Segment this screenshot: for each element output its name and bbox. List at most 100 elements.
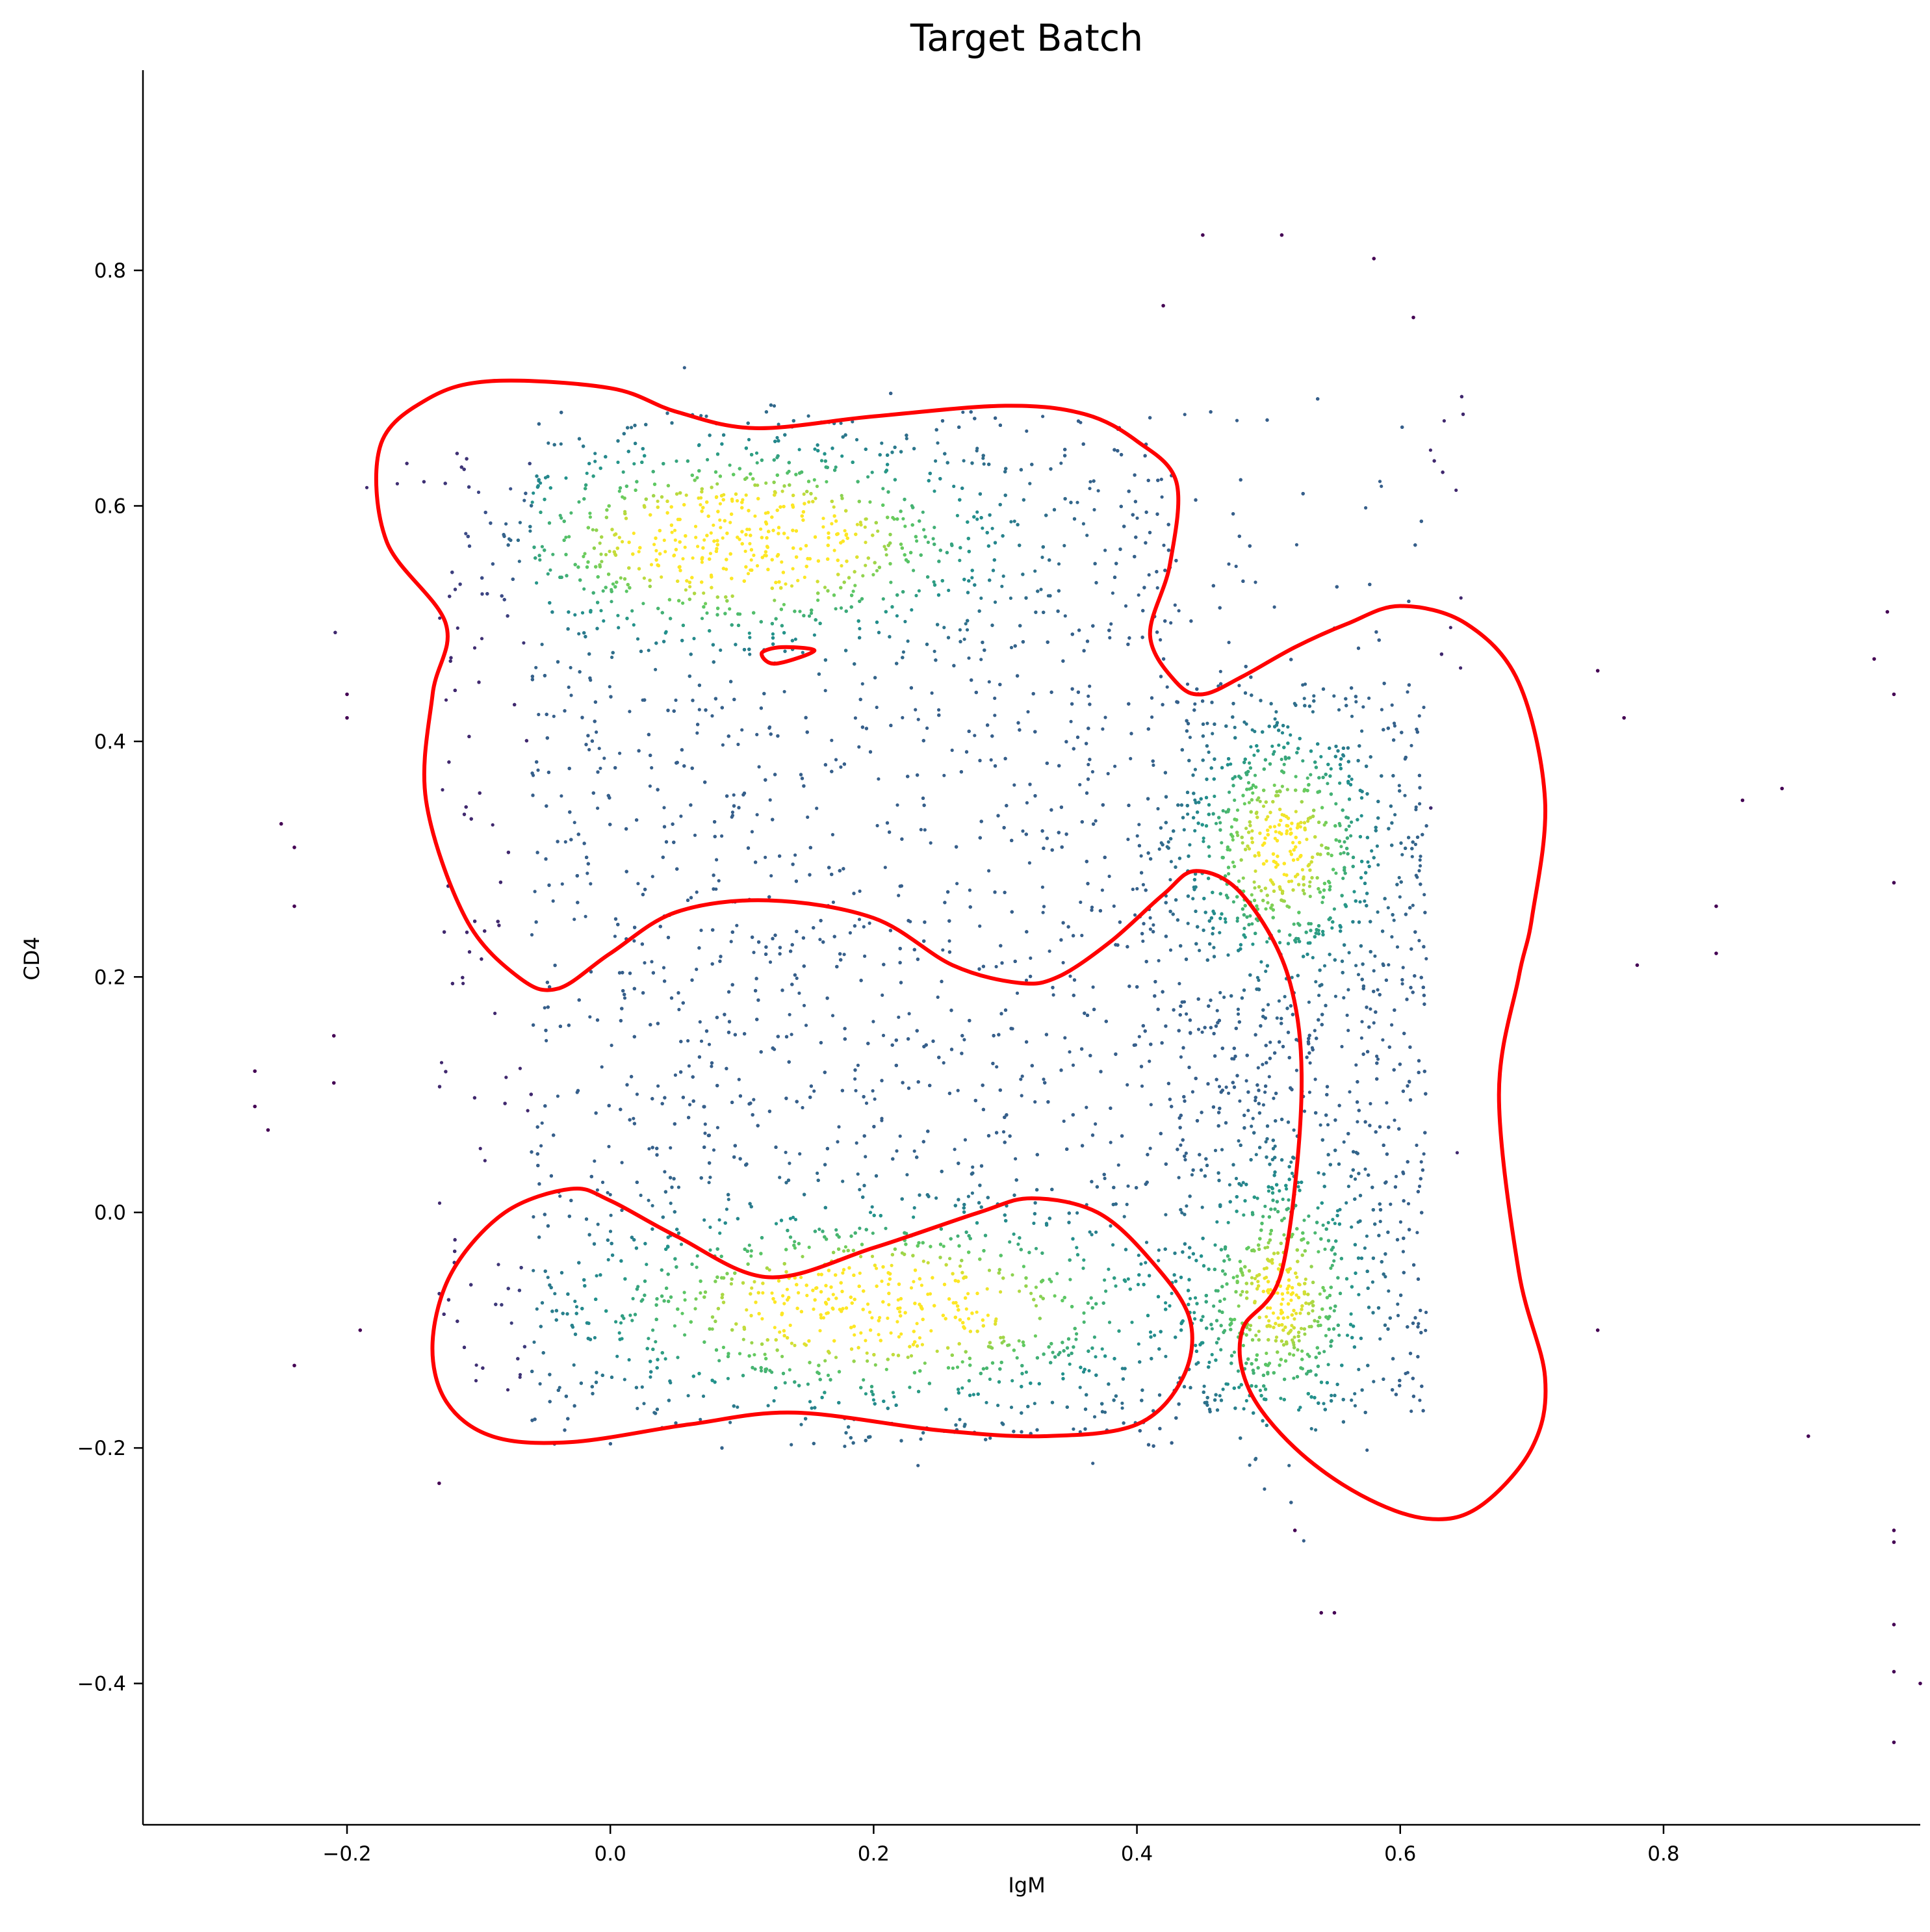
scatter-point — [1448, 626, 1452, 630]
scatter-point — [1307, 1033, 1311, 1037]
scatter-point — [536, 768, 540, 772]
scatter-point — [1061, 960, 1065, 964]
scatter-point — [1029, 974, 1033, 979]
scatter-point — [689, 895, 693, 899]
scatter-point — [916, 773, 920, 777]
scatter-point — [695, 968, 699, 972]
scatter-point — [624, 827, 628, 831]
scatter-point — [472, 646, 477, 650]
scatter-point — [1003, 756, 1007, 760]
scatter-point — [1181, 1138, 1185, 1142]
scatter-point — [1257, 1088, 1261, 1092]
scatter-point — [1373, 954, 1377, 958]
scatter-point — [1215, 1077, 1218, 1081]
scatter-point — [1133, 500, 1137, 504]
scatter-point — [608, 823, 612, 827]
scatter-point — [1082, 649, 1086, 653]
scatter-point — [1027, 861, 1031, 865]
scatter-point — [682, 366, 686, 370]
scatter-point — [618, 751, 622, 755]
scatter-point — [1422, 945, 1426, 949]
scatter-point — [1413, 842, 1417, 846]
scatter-point — [1390, 703, 1394, 707]
scatter-point — [1428, 448, 1432, 452]
scatter-point — [1153, 994, 1157, 998]
scatter-point — [607, 1103, 611, 1107]
scatter-point — [1246, 1090, 1250, 1094]
scatter-point — [1406, 1325, 1409, 1329]
scatter-point — [727, 734, 730, 738]
scatter-point — [949, 1048, 954, 1051]
scatter-point — [889, 723, 893, 727]
scatter-point — [567, 1215, 571, 1218]
scatter-point — [1439, 652, 1443, 656]
scatter-point — [1063, 614, 1067, 618]
scatter-point — [1012, 1430, 1016, 1434]
scatter-point — [681, 1001, 685, 1005]
scatter-point — [712, 1148, 716, 1152]
scatter-point — [1419, 1331, 1423, 1335]
scatter-point — [1207, 1004, 1211, 1008]
scatter-point — [613, 934, 617, 938]
scatter-point — [1025, 801, 1029, 805]
scatter-point — [1168, 909, 1172, 914]
scatter-point — [1289, 658, 1293, 662]
scatter-point — [967, 729, 971, 733]
scatter-point — [1391, 774, 1395, 778]
scatter-point — [1404, 912, 1408, 916]
scatter-point — [1205, 721, 1209, 725]
scatter-point — [1024, 832, 1028, 836]
scatter-point — [1090, 770, 1094, 774]
scatter-point — [1148, 916, 1152, 920]
scatter-point — [1069, 500, 1073, 504]
scatter-point — [1442, 419, 1446, 423]
scatter-point — [669, 1146, 673, 1150]
scatter-point — [1049, 467, 1053, 471]
scatter-point — [1131, 513, 1135, 517]
scatter-point — [1057, 764, 1061, 767]
scatter-point — [771, 936, 775, 940]
scatter-point — [1350, 714, 1354, 718]
scatter-point — [1200, 1030, 1204, 1034]
scatter-point — [632, 1116, 636, 1120]
scatter-point — [1161, 990, 1164, 994]
scatter-point — [1219, 1090, 1223, 1094]
scatter-point — [1190, 1173, 1194, 1177]
scatter-point — [823, 763, 827, 767]
scatter-point — [926, 1129, 930, 1133]
scatter-point — [747, 1102, 751, 1106]
scatter-point — [575, 874, 579, 878]
scatter-point — [718, 959, 722, 963]
scatter-point — [1378, 1125, 1382, 1129]
scatter-point — [959, 770, 963, 774]
scatter-point — [812, 1089, 816, 1093]
scatter-point — [651, 971, 656, 975]
scatter-point — [1398, 789, 1402, 793]
scatter-point — [1378, 1208, 1383, 1212]
scatter-point — [819, 919, 823, 923]
scatter-point — [1068, 974, 1072, 978]
scatter-point — [1375, 1077, 1379, 1081]
scatter-point — [506, 851, 511, 855]
scatter-point — [673, 1122, 676, 1126]
scatter-point — [1042, 846, 1046, 850]
scatter-point — [1069, 719, 1073, 723]
scatter-point — [993, 890, 997, 894]
scatter-point — [1346, 1029, 1350, 1033]
scatter-point — [868, 750, 873, 754]
scatter-point — [1014, 1157, 1018, 1161]
scatter-point — [1146, 478, 1150, 482]
scatter-point — [989, 758, 993, 762]
scatter-point — [1265, 1061, 1268, 1064]
scatter-point — [560, 882, 564, 886]
scatter-point — [1382, 1377, 1385, 1381]
scatter-point — [666, 936, 671, 940]
scatter-point — [1138, 1429, 1142, 1433]
scatter-point — [984, 1437, 988, 1441]
scatter-point — [1367, 1173, 1370, 1177]
scatter-point — [894, 1063, 898, 1068]
scatter-point — [1139, 854, 1143, 858]
scatter-point — [1294, 1038, 1298, 1042]
scatter-point — [1375, 1061, 1379, 1065]
scatter-point — [1085, 639, 1090, 643]
